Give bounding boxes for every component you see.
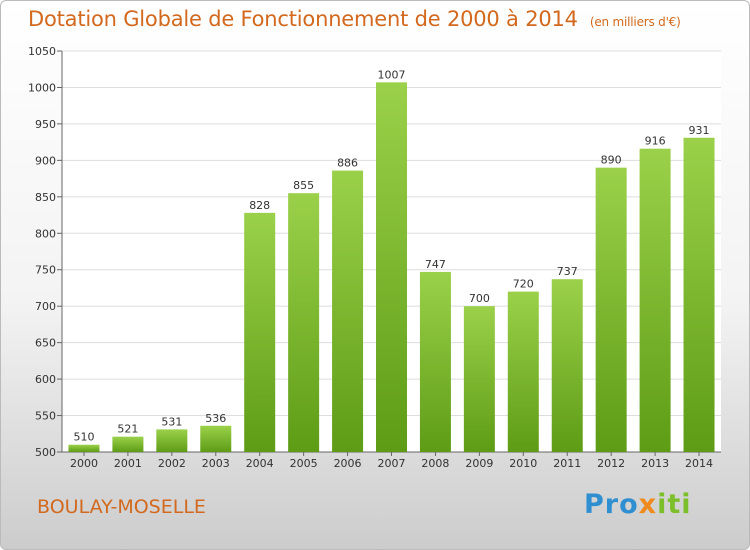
bar-2013 (639, 148, 671, 452)
bar-2003 (200, 425, 232, 452)
bar-2012 (595, 167, 627, 452)
bar-value-label-2011: 737 (557, 265, 578, 278)
y-tick-label-1050: 1050 (28, 45, 56, 58)
x-tick-label-2012: 2012 (597, 457, 625, 470)
y-tick-label-800: 800 (35, 227, 56, 240)
y-tick-label-600: 600 (35, 373, 56, 386)
chart-title-text: Dotation Globale de Fonctionnement de 20… (28, 7, 578, 31)
x-tick-label-2005: 2005 (290, 457, 318, 470)
bar-value-label-2001: 521 (117, 423, 138, 436)
x-tick-label-2009: 2009 (465, 457, 493, 470)
x-tick-labels: 2000 2001 2002 2003 2004 2005 2006 2007 2008 2009… (70, 452, 713, 470)
bar-value-label-2008: 747 (425, 258, 446, 271)
bar-value-label-2005: 855 (293, 179, 314, 192)
x-tick-label-2003: 2003 (202, 457, 230, 470)
bar-2014 (683, 137, 715, 452)
bar-value-label-2007: 1007 (378, 68, 406, 81)
bar-value-label-2003: 536 (205, 412, 226, 425)
bar-value-label-2000: 510 (73, 431, 94, 444)
y-tick-label-750: 750 (35, 264, 56, 277)
bar-2011 (551, 279, 583, 452)
bar-2005 (288, 193, 320, 452)
x-tick-label-2008: 2008 (421, 457, 449, 470)
x-tick-label-2000: 2000 (70, 457, 98, 470)
bar-value-label-2006: 886 (337, 157, 358, 170)
bars: 510 521 531 536 828 855 886 1007 747 700 720 737 890… (68, 68, 715, 453)
bar-value-label-2010: 720 (513, 278, 534, 291)
city-name: BOULAY-MOSELLE (37, 496, 206, 518)
bar-value-label-2012: 890 (601, 154, 622, 167)
x-tick-label-2011: 2011 (553, 457, 581, 470)
y-tick-label-900: 900 (35, 154, 56, 167)
x-tick-label-2002: 2002 (158, 457, 186, 470)
y-tick-label-550: 550 (35, 410, 56, 423)
x-tick-label-2007: 2007 (378, 457, 406, 470)
bar-2004 (244, 212, 276, 452)
chart-title: Dotation Globale de Fonctionnement de 20… (28, 7, 681, 31)
y-tick-label-650: 650 (35, 337, 56, 350)
bar-2009 (463, 306, 495, 452)
bar-2002 (156, 429, 188, 452)
bar-2008 (419, 271, 451, 452)
bar-2010 (507, 291, 539, 452)
bar-2006 (332, 170, 364, 452)
bar-value-label-2013: 916 (645, 135, 666, 148)
bar-2007 (376, 82, 407, 453)
x-tick-label-2010: 2010 (509, 457, 537, 470)
unit-note: (en milliers d'€) (589, 15, 681, 29)
x-tick-label-2004: 2004 (246, 457, 274, 470)
x-tick-label-2014: 2014 (685, 457, 713, 470)
y-tick-labels: 500 550 600 650 700 750 800 850 900 950 1000 1050 (28, 45, 56, 459)
bar-value-label-2004: 828 (249, 199, 270, 212)
proxiti-logo: Proxiti (584, 489, 692, 520)
x-tick-label-2013: 2013 (641, 457, 669, 470)
bar-2000 (68, 444, 100, 452)
y-tick-label-1000: 1000 (28, 81, 56, 94)
y-tick-label-500: 500 (35, 446, 56, 459)
bar-2001 (112, 436, 144, 452)
bar-value-label-2002: 531 (161, 415, 182, 428)
y-tick-label-700: 700 (35, 300, 56, 313)
x-tick-label-2006: 2006 (334, 457, 362, 470)
bar-value-label-2014: 931 (689, 124, 710, 137)
x-tick-label-2001: 2001 (114, 457, 142, 470)
y-tick-label-850: 850 (35, 191, 56, 204)
bar-value-label-2009: 700 (469, 292, 490, 305)
y-tick-label-950: 950 (35, 118, 56, 131)
